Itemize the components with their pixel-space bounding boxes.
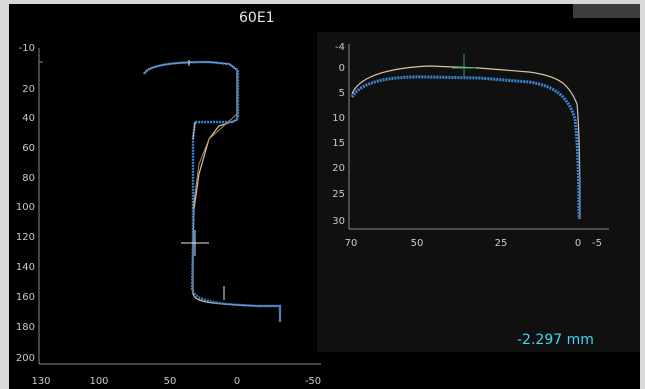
right-measured-profile [350,75,581,220]
profile-viewer: 60E1 -10 20 40 60 80 100 120 140 160 180… [9,4,640,389]
left-y-tick: 120 [16,232,35,243]
left-y-tick: 180 [16,322,35,333]
right-y-axis: -4 0 5 10 15 20 25 30 [332,42,350,229]
head-detail-panel [317,32,640,352]
profile-title: 60E1 [239,10,275,26]
right-x-tick: 50 [411,238,424,249]
right-y-tick: 5 [339,88,345,99]
left-y-tick: 20 [22,84,35,95]
measurement-readout: -2.297 mm [517,332,594,348]
right-y-tick: 0 [339,63,345,74]
left-measured-profile [142,60,282,322]
left-y-tick: 40 [22,113,35,124]
right-x-tick: 25 [495,238,508,249]
right-x-axis: 70 50 25 0 -5 [345,228,609,249]
left-x-tick: 100 [89,376,108,387]
left-x-tick: 50 [164,376,177,387]
left-y-tick: 100 [16,202,35,213]
left-x-tick: -50 [305,376,321,387]
left-y-axis: -10 20 40 60 80 100 120 140 160 180 200 [16,43,43,364]
left-y-tick: 80 [22,173,35,184]
right-y-tick: 10 [332,113,345,124]
right-y-tick: 20 [332,163,345,174]
left-y-tick: 140 [16,262,35,273]
left-reference-profile [143,61,281,322]
right-x-tick: 0 [575,238,581,249]
left-y-tick: 160 [16,292,35,303]
left-x-tick: 130 [31,376,50,387]
left-y-tick: -10 [19,43,35,54]
right-reference-profile [351,65,581,220]
left-y-tick: 60 [22,143,35,154]
right-y-tick: 15 [332,138,345,149]
left-y-tick: 200 [16,353,35,364]
left-x-axis: 130 100 50 0 -50 [31,363,321,387]
toolbar-strip [573,4,640,18]
right-y-tick: 30 [332,216,345,227]
right-y-tick: -4 [335,42,345,53]
right-x-tick: 70 [345,238,358,249]
left-x-tick: 0 [234,376,240,387]
profile-plot: -10 20 40 60 80 100 120 140 160 180 200 … [16,42,609,387]
right-x-tick: -5 [592,238,602,249]
right-y-tick: 25 [332,189,345,200]
